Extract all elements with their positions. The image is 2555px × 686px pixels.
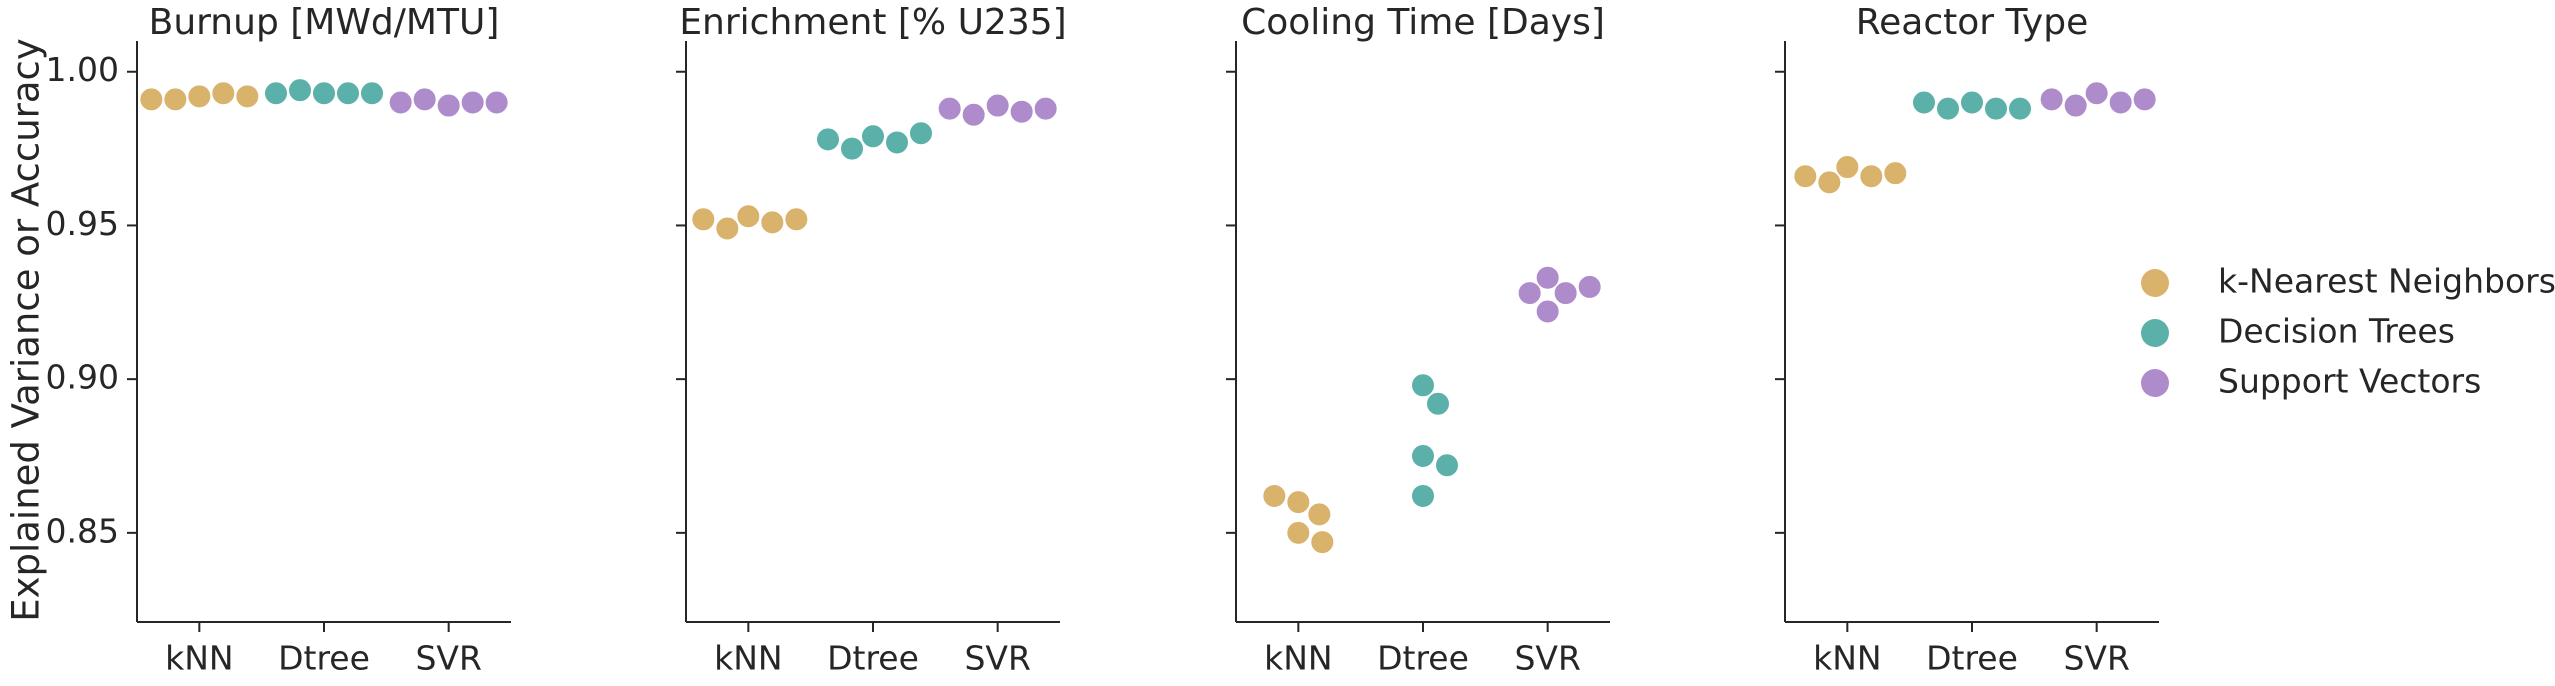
data-point	[1535, 299, 1560, 324]
data-point	[715, 216, 740, 241]
data-point	[1517, 281, 1542, 306]
data-point	[2039, 87, 2064, 112]
data-point	[691, 207, 716, 232]
data-point	[1286, 520, 1311, 545]
legend-marker	[2141, 369, 2169, 397]
y-tick-label: 0.90	[46, 358, 119, 397]
y-tick-label: 1.00	[46, 50, 119, 89]
data-point	[1535, 265, 1560, 290]
data-point	[211, 81, 236, 106]
x-tick-label: kNN	[1264, 639, 1332, 678]
y-axis-label: Explained Variance or Accuracy	[5, 38, 48, 622]
x-tick-label: kNN	[165, 639, 233, 678]
data-point	[1411, 444, 1435, 468]
data-point	[163, 87, 188, 112]
x-tick-label: SVR	[1514, 639, 1580, 678]
data-point	[784, 207, 809, 232]
data-point	[1426, 391, 1450, 416]
x-tick-label: SVR	[415, 639, 481, 678]
x-tick-label: SVR	[2063, 639, 2129, 678]
data-point	[235, 84, 260, 109]
y-tick-label: 0.85	[46, 511, 119, 550]
legend-label: Support Vectors	[2218, 362, 2481, 401]
x-tick-label: Dtree	[1377, 639, 1469, 678]
data-point	[312, 81, 336, 106]
data-point	[360, 81, 384, 106]
data-point	[2132, 87, 2157, 112]
panel-title: Reactor Type	[1856, 2, 2088, 43]
x-tick-label: kNN	[714, 639, 782, 678]
data-point	[1835, 155, 1860, 180]
data-point	[1859, 164, 1884, 189]
data-point	[1411, 483, 1435, 508]
legend-label: k-Nearest Neighbors	[2218, 262, 2555, 301]
x-tick-label: kNN	[1813, 639, 1881, 678]
data-point	[736, 204, 761, 229]
data-point	[961, 102, 986, 127]
data-point	[1936, 96, 1960, 121]
data-point	[1984, 96, 2008, 121]
y-tick-label: 0.95	[46, 204, 119, 243]
data-point	[1262, 483, 1287, 508]
data-point	[1310, 530, 1335, 555]
data-point	[985, 93, 1010, 118]
data-point	[460, 90, 485, 115]
data-point	[2063, 93, 2088, 118]
data-point	[1411, 373, 1435, 398]
data-point	[2008, 96, 2032, 121]
data-point	[1883, 161, 1908, 186]
data-point	[1307, 502, 1332, 527]
data-point	[436, 93, 461, 118]
data-point	[484, 90, 509, 115]
data-point	[1577, 274, 1602, 299]
data-point	[1435, 453, 1459, 478]
data-point	[2108, 90, 2133, 115]
panel-title: Cooling Time [Days]	[1241, 2, 1605, 43]
x-tick-label: Dtree	[278, 639, 370, 678]
legend-marker	[2141, 319, 2169, 347]
data-point	[2084, 81, 2109, 106]
x-tick-label: SVR	[964, 639, 1030, 678]
data-point	[840, 136, 864, 161]
data-point	[1912, 90, 1936, 115]
legend-label: Decision Trees	[2218, 312, 2455, 351]
data-point	[816, 127, 840, 152]
data-point	[336, 81, 360, 106]
data-point	[1793, 164, 1818, 189]
data-point	[760, 210, 785, 235]
legend-marker	[2141, 269, 2169, 297]
data-point	[1286, 490, 1311, 515]
data-point	[1033, 96, 1058, 121]
data-point	[1960, 90, 1984, 115]
data-point	[1817, 170, 1842, 195]
data-point	[861, 124, 885, 149]
data-point	[1009, 99, 1034, 124]
data-point	[909, 121, 933, 146]
data-point	[1553, 281, 1578, 306]
data-point	[288, 78, 312, 103]
data-point	[264, 81, 288, 106]
panel-title: Enrichment [% U235]	[679, 2, 1066, 43]
panel-title: Burnup [MWd/MTU]	[149, 2, 500, 43]
data-point	[885, 130, 909, 155]
data-point	[388, 90, 413, 115]
x-tick-label: Dtree	[827, 639, 919, 678]
data-point	[412, 87, 437, 112]
x-tick-label: Dtree	[1926, 639, 2018, 678]
data-point	[937, 96, 962, 121]
data-point	[187, 84, 212, 109]
data-point	[139, 87, 164, 112]
